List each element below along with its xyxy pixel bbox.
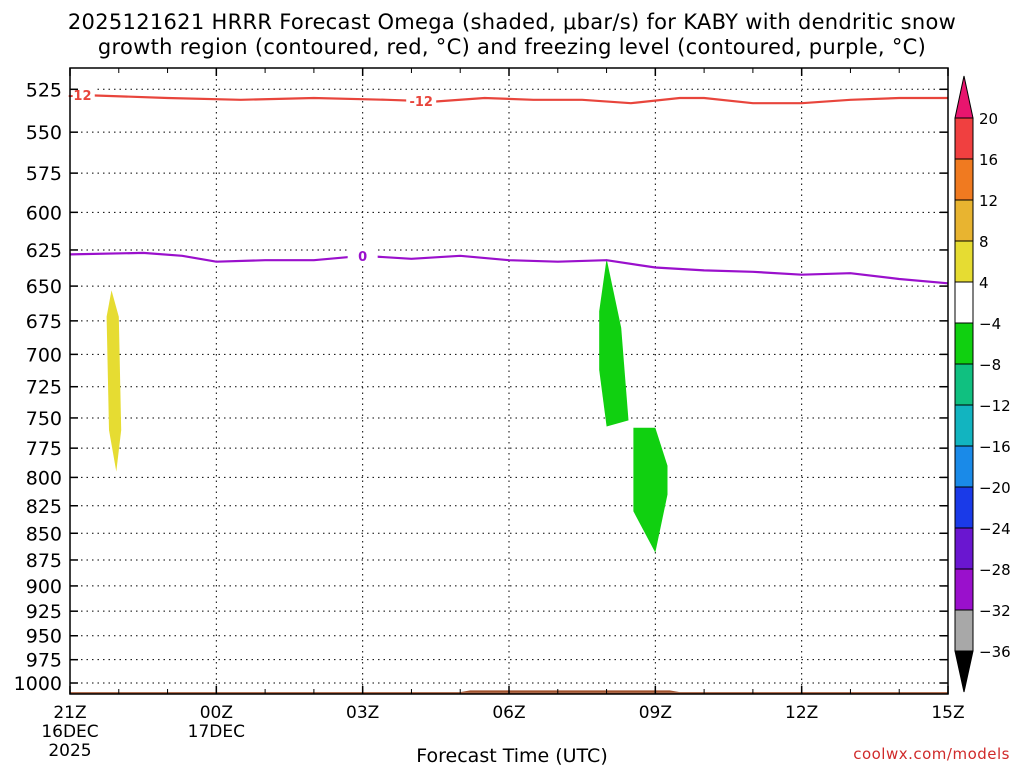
y-tick-label: 675 [26,311,62,333]
x-tick-date: 16DEC [41,722,98,742]
colorbar-cell [954,363,974,406]
x-tick-label: 15Z [931,703,964,723]
y-tick-label: 975 [26,650,62,672]
colorbar-cell [954,609,974,652]
colorbar-label: −36 [979,643,1011,661]
y-tick-label: 925 [26,601,62,623]
omega-colorbar: 20 16 12 8 4 −4 −8 −12 −16 −20 −24 −28 −32 −36 [954,75,1011,693]
contour-lines: -12 -12 0 [64,86,949,285]
y-tick-label: 625 [26,240,62,262]
colorbar-cell [954,117,974,160]
colorbar-cell [954,568,974,611]
colorbar-label: −20 [979,479,1011,497]
colorbar-label: −12 [979,397,1011,415]
colorbar-label: 20 [979,110,998,128]
x-tick-date: 17DEC [188,722,245,742]
colorbar-label: −8 [979,356,1001,374]
y-tick-label: 725 [26,377,62,399]
x-tick-label: 21Z [53,703,86,723]
contour-line [69,93,948,105]
x-tick-label: 09Z [639,703,672,723]
site-credit: coolwx.com/models [853,745,1010,763]
grid-lines [70,68,948,694]
y-tick-label: 800 [26,467,62,489]
contour-label-bg [347,247,378,264]
x-tick-label: 06Z [492,703,525,723]
omega-area-2 [599,258,629,427]
y-tick-label: 525 [26,79,62,101]
y-tick-label: 825 [26,496,62,518]
chart-title-line-1: 2025121621 HRRR Forecast Omega (shaded, … [67,10,957,34]
colorbar-cell [954,240,974,283]
colorbar-label: 8 [979,233,989,251]
surface-bump [460,690,680,693]
y-axis: 525 550 575 600 625 650 675 700 725 750 775 800 825 8… [14,79,948,695]
omega-area-1 [106,290,122,472]
colorbar-label: −32 [979,602,1011,620]
colorbar-label: −28 [979,561,1011,579]
contour-label: 0 [358,250,367,265]
colorbar-label: −24 [979,520,1011,538]
y-tick-label: 575 [26,163,62,185]
y-tick-label: 850 [26,523,62,545]
colorbar-label: −16 [979,438,1011,456]
colorbar-cell [954,158,974,201]
colorbar-bottom-arrow [954,650,974,693]
contour-label: -12 [409,95,433,110]
colorbar-label: 16 [979,151,998,169]
x-axis-title: Forecast Time (UTC) [416,745,608,767]
y-tick-label: 775 [26,438,62,460]
y-tick-label: 550 [26,122,62,144]
colorbar-label: 12 [979,192,998,210]
omega-shaded-areas [106,258,668,553]
x-tick-label: 03Z [346,703,379,723]
colorbar-top-arrow [954,75,974,119]
contour-label: -12 [68,89,92,104]
y-tick-label: 750 [26,408,62,430]
colorbar-cell [954,281,974,324]
colorbar-label: 4 [979,274,989,292]
colorbar-label: −4 [979,315,1001,333]
contour-label-bg [406,92,437,109]
y-tick-label: 950 [26,626,62,648]
x-tick-label: 00Z [200,703,233,723]
chart-title-line-2: growth region (contoured, red, °C) and f… [97,35,927,59]
colorbar-cell [954,322,974,365]
y-tick-label: 900 [26,576,62,598]
colorbar-cell [954,527,974,570]
y-tick-label: 1000 [14,673,62,695]
y-tick-label: 700 [26,344,62,366]
x-tick-year: 2025 [48,741,91,761]
colorbar-cell [954,404,974,447]
y-tick-label: 600 [26,202,62,224]
contour-label-bg [64,86,95,103]
omega-area-3 [633,427,668,553]
colorbar-cell [954,199,974,242]
y-tick-label: 875 [26,550,62,572]
colorbar-cell [954,486,974,529]
y-tick-label: 650 [26,276,62,298]
contour-line [69,251,949,285]
colorbar-cell [954,445,974,488]
x-tick-label: 12Z [785,703,818,723]
